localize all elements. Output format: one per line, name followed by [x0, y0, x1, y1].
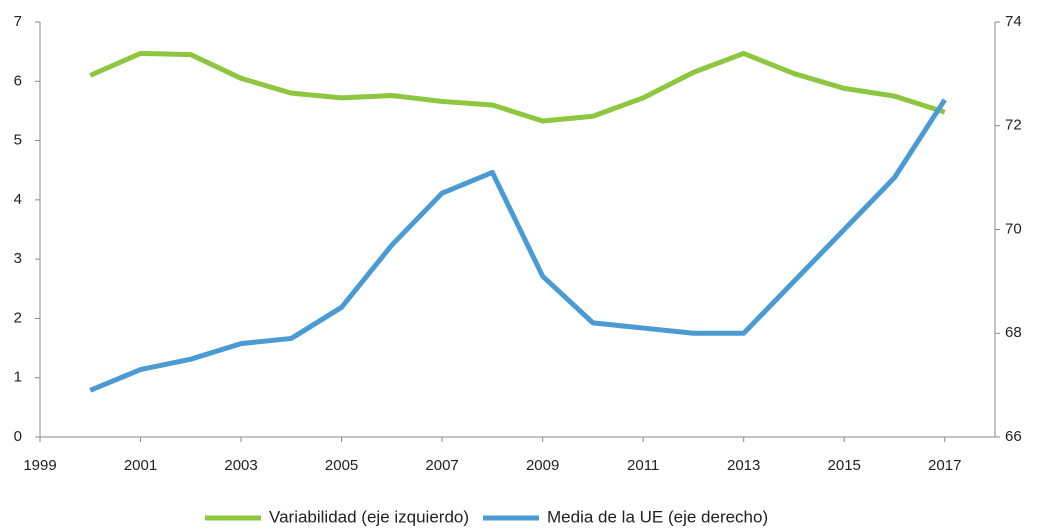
series-line [89, 98, 947, 393]
y-tick-label: 1 [14, 369, 22, 386]
x-tick-label: 2007 [425, 457, 458, 474]
y-tick-label: 4 [14, 191, 22, 208]
y-tick-label: 2 [14, 309, 22, 326]
x-tick-label: 2017 [928, 457, 961, 474]
x-tick-label: 2003 [224, 457, 257, 474]
y-tick-label: 6 [14, 72, 22, 89]
y-tick-label: 7 [14, 13, 22, 30]
x-tick-label: 1999 [23, 457, 56, 474]
x-tick-label: 2011 [627, 457, 659, 474]
x-tick-label: 2001 [124, 457, 157, 474]
y2-tick-label: 72 [1005, 117, 1022, 134]
y2-tick-label: 70 [1005, 220, 1022, 237]
x-tick-label: 2009 [526, 457, 559, 474]
y2-tick-label: 74 [1005, 13, 1022, 30]
legend-label: Variabilidad (eje izquierdo) [269, 507, 469, 526]
x-tick-label: 2005 [325, 457, 358, 474]
y2-tick-label: 68 [1005, 324, 1022, 341]
x-tick-label: 2015 [828, 457, 861, 474]
series-line [89, 50, 946, 124]
y-tick-label: 5 [14, 132, 22, 149]
x-tick-label: 2013 [727, 457, 760, 474]
y-tick-label: 3 [14, 250, 22, 267]
y-tick-label: 0 [14, 428, 22, 445]
y2-tick-label: 66 [1005, 428, 1022, 445]
legend-label: Media de la UE (eje derecho) [547, 507, 768, 526]
